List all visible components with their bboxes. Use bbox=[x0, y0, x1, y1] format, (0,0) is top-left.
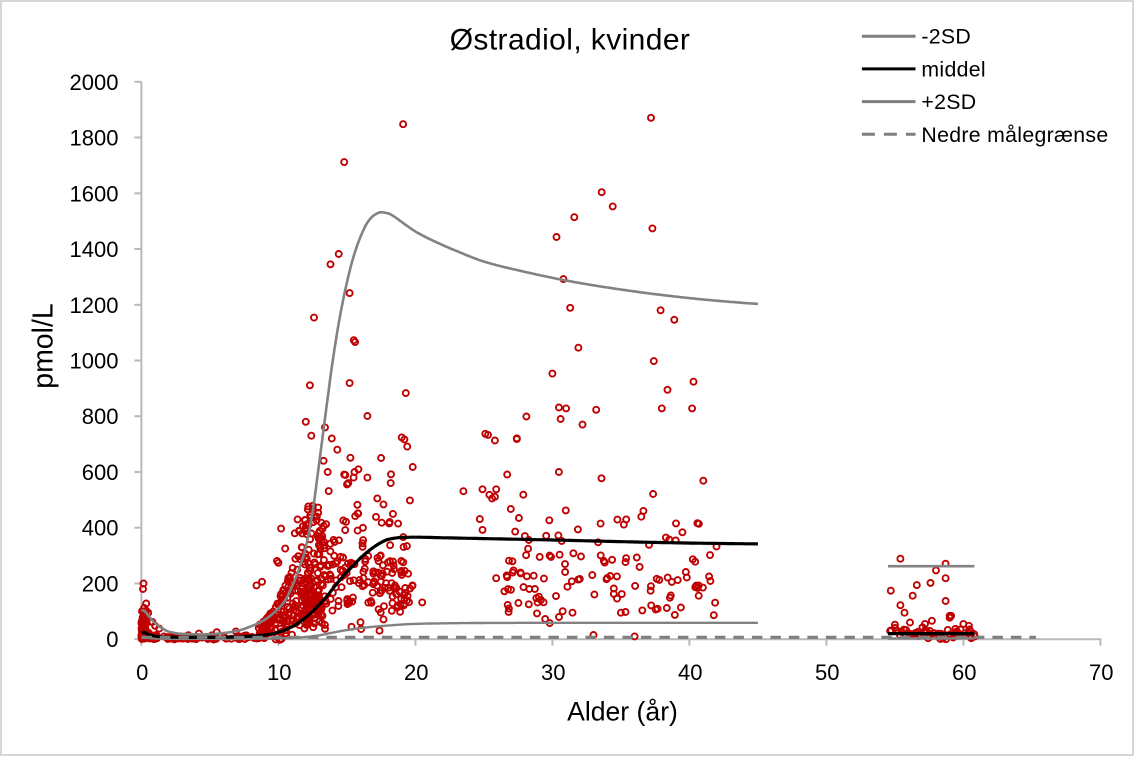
svg-text:800: 800 bbox=[82, 404, 119, 429]
svg-text:+2SD: +2SD bbox=[921, 90, 976, 114]
svg-text:0: 0 bbox=[106, 627, 118, 652]
svg-text:Østradiol, kvinder: Østradiol, kvinder bbox=[450, 24, 691, 57]
svg-text:200: 200 bbox=[82, 572, 119, 597]
svg-text:10: 10 bbox=[267, 660, 291, 685]
svg-text:1400: 1400 bbox=[70, 237, 119, 262]
svg-text:1000: 1000 bbox=[70, 349, 119, 374]
svg-text:30: 30 bbox=[541, 660, 565, 685]
svg-text:40: 40 bbox=[678, 660, 702, 685]
svg-text:50: 50 bbox=[815, 660, 839, 685]
svg-text:pmol/L: pmol/L bbox=[28, 303, 60, 389]
svg-text:-2SD: -2SD bbox=[921, 25, 971, 49]
svg-text:0: 0 bbox=[136, 660, 148, 685]
svg-text:Nedre målegrænse: Nedre målegrænse bbox=[921, 123, 1108, 147]
svg-text:2000: 2000 bbox=[70, 70, 119, 95]
svg-text:1600: 1600 bbox=[70, 181, 119, 206]
svg-text:1200: 1200 bbox=[70, 293, 119, 318]
svg-text:70: 70 bbox=[1089, 660, 1113, 685]
svg-text:60: 60 bbox=[952, 660, 976, 685]
svg-text:middel: middel bbox=[921, 57, 986, 81]
svg-text:1800: 1800 bbox=[70, 126, 119, 151]
svg-text:20: 20 bbox=[404, 660, 428, 685]
svg-text:Alder (år): Alder (år) bbox=[567, 696, 678, 726]
svg-text:400: 400 bbox=[82, 516, 119, 541]
svg-text:600: 600 bbox=[82, 460, 119, 485]
